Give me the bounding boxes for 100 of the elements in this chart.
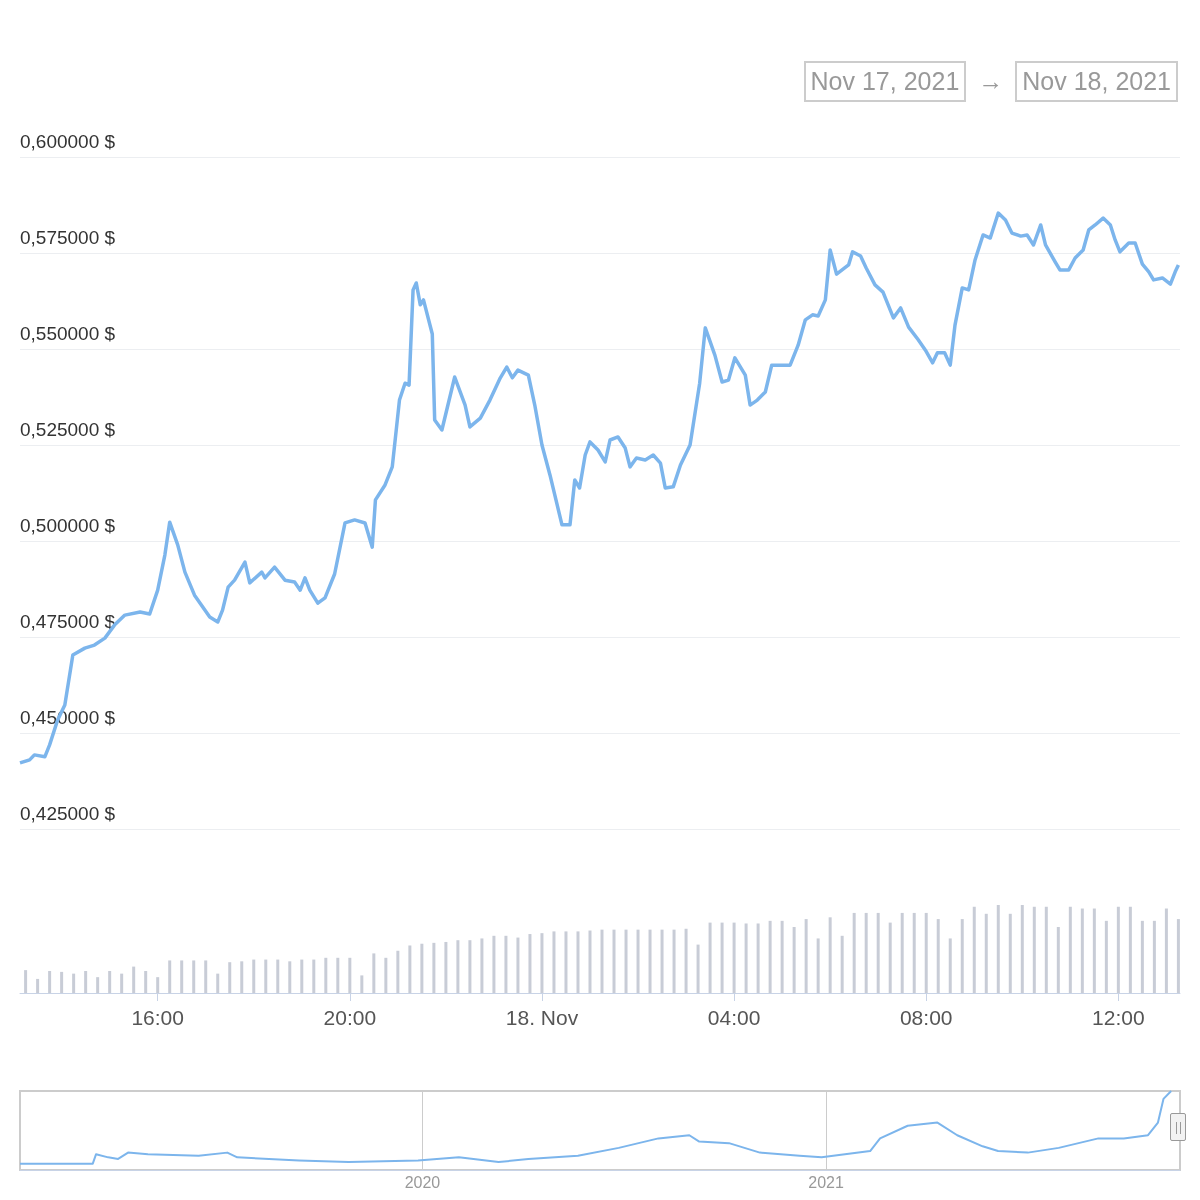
bar bbox=[1068, 906, 1072, 993]
bar bbox=[888, 922, 892, 993]
bar bbox=[492, 935, 496, 993]
bar bbox=[252, 959, 256, 993]
bar bbox=[240, 961, 244, 993]
bar bbox=[228, 962, 232, 993]
bar bbox=[600, 929, 604, 993]
y-tick-label: 0,525000 $ bbox=[20, 419, 116, 440]
bar bbox=[84, 971, 88, 993]
bar bbox=[732, 922, 736, 993]
bar bbox=[264, 959, 268, 993]
bar bbox=[420, 943, 424, 993]
bar bbox=[300, 959, 304, 993]
bar bbox=[804, 919, 808, 993]
bar bbox=[564, 931, 568, 993]
bar bbox=[576, 931, 580, 993]
bar bbox=[840, 935, 844, 993]
bar bbox=[432, 942, 436, 993]
bar bbox=[996, 905, 1000, 993]
bar bbox=[1128, 906, 1132, 993]
bar bbox=[384, 957, 388, 993]
bar bbox=[828, 917, 832, 993]
bar bbox=[192, 960, 196, 993]
bar bbox=[900, 912, 904, 993]
bar bbox=[156, 977, 160, 993]
bar bbox=[480, 938, 484, 993]
bar bbox=[132, 966, 136, 993]
bar bbox=[816, 938, 820, 993]
bar bbox=[636, 929, 640, 993]
bar bbox=[1152, 920, 1156, 993]
bar bbox=[696, 944, 700, 993]
bar bbox=[1176, 919, 1180, 993]
bar bbox=[960, 919, 964, 993]
x-tick-label: 18. Nov bbox=[505, 1006, 579, 1029]
bar bbox=[876, 912, 880, 993]
bar bbox=[1140, 920, 1144, 993]
x-tick-label: 2021 bbox=[808, 1173, 844, 1191]
bar bbox=[396, 950, 400, 993]
text: → bbox=[978, 67, 1004, 96]
bar bbox=[72, 973, 76, 993]
x-tick-label: 08:00 bbox=[899, 1006, 953, 1029]
bar bbox=[624, 929, 628, 993]
bar bbox=[984, 913, 988, 993]
bar bbox=[516, 937, 520, 993]
bar bbox=[276, 959, 280, 993]
bar bbox=[1020, 905, 1024, 993]
bar bbox=[96, 977, 100, 993]
bar bbox=[1092, 908, 1096, 993]
text: Nov 18, 2021 bbox=[1015, 61, 1178, 102]
bar bbox=[792, 927, 796, 993]
bar bbox=[1044, 906, 1048, 993]
bar bbox=[60, 971, 64, 993]
bar bbox=[588, 930, 592, 993]
bar bbox=[48, 971, 52, 993]
text: Nov 17, 2021 bbox=[803, 61, 967, 102]
bar bbox=[684, 928, 688, 993]
bar bbox=[1104, 920, 1108, 993]
bar bbox=[168, 960, 172, 993]
bar bbox=[288, 961, 292, 993]
bar bbox=[108, 971, 112, 993]
bar bbox=[708, 922, 712, 993]
bar bbox=[360, 975, 364, 993]
bar bbox=[744, 923, 748, 993]
bar bbox=[756, 923, 760, 993]
bar bbox=[312, 959, 316, 993]
bar bbox=[408, 945, 412, 993]
x-tick-label: 12:00 bbox=[1092, 1006, 1145, 1029]
bar bbox=[528, 934, 532, 993]
bar bbox=[672, 929, 676, 993]
bar bbox=[468, 940, 472, 993]
bar bbox=[924, 912, 928, 993]
bar bbox=[948, 938, 952, 993]
bar bbox=[648, 929, 652, 993]
bar bbox=[660, 929, 664, 993]
bar bbox=[780, 920, 784, 993]
x-tick-label: 2020 bbox=[404, 1173, 441, 1191]
bar bbox=[144, 971, 148, 993]
bar bbox=[1032, 906, 1036, 993]
bar bbox=[852, 912, 856, 993]
bar bbox=[912, 912, 916, 993]
bar bbox=[552, 931, 556, 993]
bar bbox=[1164, 908, 1168, 993]
y-tick-label: 0,600000 $ bbox=[20, 131, 116, 152]
bar bbox=[456, 940, 460, 993]
bar bbox=[24, 970, 28, 993]
x-tick-label: 20:00 bbox=[323, 1006, 377, 1029]
bar bbox=[1008, 913, 1012, 993]
bar bbox=[1080, 908, 1084, 993]
bar bbox=[180, 960, 184, 993]
bar bbox=[204, 960, 208, 993]
y-tick-label: 0,500000 $ bbox=[20, 515, 116, 536]
y-tick-label: 0,425000 $ bbox=[20, 803, 116, 824]
bar bbox=[1056, 927, 1060, 993]
bar bbox=[864, 912, 868, 993]
bar bbox=[324, 957, 328, 993]
x-tick-label: 04:00 bbox=[707, 1006, 761, 1029]
bar bbox=[540, 933, 544, 993]
x-tick-label: 16:00 bbox=[131, 1006, 184, 1029]
bar bbox=[120, 973, 124, 993]
bar bbox=[216, 973, 220, 993]
